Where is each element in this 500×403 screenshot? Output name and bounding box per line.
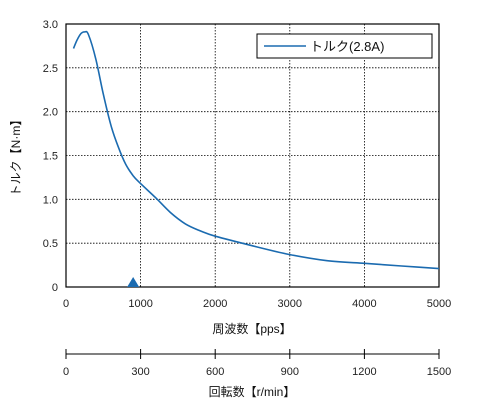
x-tick-label: 0 [63, 298, 69, 310]
y-tick-label: 2.5 [43, 63, 58, 75]
x-tick-label: 1000 [128, 298, 152, 310]
y-tick-label: 1.0 [43, 194, 58, 206]
y-tick-label: 1.5 [43, 151, 58, 163]
x-axis-title: 周波数【pps】 [212, 321, 291, 336]
rpm-tick-label: 300 [131, 366, 149, 378]
x-tick-labels: 0 1000 2000 3000 4000 5000 [63, 298, 451, 310]
y-tick-labels: 0 0.5 1.0 1.5 2.0 2.5 3.0 [43, 19, 58, 294]
rpm-tick-label: 900 [281, 366, 299, 378]
rpm-tick-label: 1500 [427, 366, 451, 378]
rpm-axis-ticks: 0 300 600 900 1200 1500 [63, 349, 451, 378]
rpm-axis-title: 回転数【r/min】 [209, 384, 296, 399]
x-tick-label: 5000 [427, 298, 451, 310]
torque-series-line [72, 30, 440, 270]
rpm-tick-label: 0 [63, 366, 69, 378]
y-tick-label: 0.5 [43, 238, 58, 250]
x-tick-label: 4000 [352, 298, 376, 310]
rpm-tick-label: 1200 [352, 366, 376, 378]
y-tick-label: 2.0 [43, 107, 58, 119]
rpm-tick-label: 600 [206, 366, 224, 378]
grid [66, 24, 439, 287]
legend-label: トルク(2.8A) [310, 39, 384, 54]
x-tick-label: 3000 [278, 298, 302, 310]
y-tick-label: 3.0 [43, 19, 58, 31]
y-tick-label: 0 [52, 282, 58, 294]
x-tick-label: 2000 [203, 298, 227, 310]
speed-marker-triangle [127, 277, 140, 287]
y-axis-title: トルク【N·m】 [9, 114, 23, 197]
legend: トルク(2.8A) [256, 33, 433, 59]
